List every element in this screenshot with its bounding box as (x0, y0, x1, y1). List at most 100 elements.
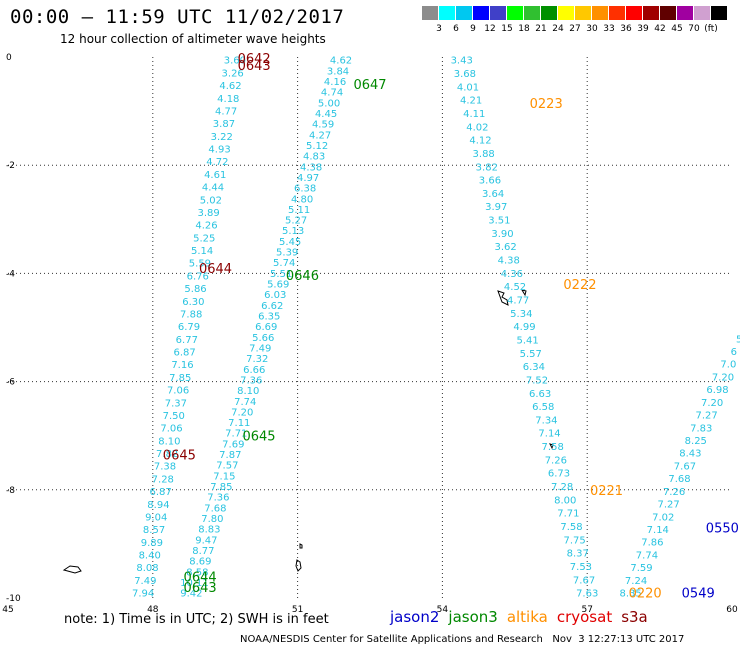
colorbar-label: 15 (501, 24, 513, 34)
colorbar-swatch (626, 6, 642, 20)
swh-value: 4.44 (202, 183, 224, 194)
y-tick-label: -8 (6, 486, 15, 496)
swh-value: 9.42 (180, 589, 202, 600)
swh-value: 8.25 (685, 436, 707, 447)
swh-value: 4.62 (219, 81, 241, 92)
swh-value: 6.87 (149, 487, 171, 498)
island-outline (62, 565, 82, 574)
map-subtitle: 12 hour collection of altimeter wave hei… (60, 32, 326, 46)
x-tick-label: 45 (2, 605, 13, 615)
pass-time-label: 0645 (242, 430, 275, 445)
axis-ticks: 45 48 51 54 57 60 0 -2 -4 -6 -8 -10 (2, 53, 738, 615)
swh-value: 7.75 (564, 535, 586, 546)
swh-value: 7.83 (690, 423, 712, 434)
swh-value: 7.49 (249, 343, 271, 354)
pass-time-label: 0643 (238, 59, 271, 74)
swh-value: 6.73 (548, 469, 570, 480)
pass-time-label: 0645 (163, 449, 196, 464)
swh-value: 5 (736, 334, 740, 345)
swh-value: 7.06 (167, 386, 189, 397)
swh-value: 6.69 (255, 322, 277, 333)
swh-value: 4.02 (466, 122, 488, 133)
island-outline (520, 289, 527, 297)
pass-time-label: 0222 (563, 278, 596, 293)
y-tick-label: -2 (6, 161, 15, 171)
swh-value: 7.86 (641, 538, 663, 549)
swh-value: 6.62 (261, 301, 283, 312)
swh-value: 4.74 (321, 88, 343, 99)
swh-value: 5.57 (520, 349, 542, 360)
swh-value: 3.64 (482, 189, 504, 200)
swh-value: 7.52 (526, 375, 548, 386)
swh-value: 3.22 (211, 132, 233, 143)
colorbar-swatch (558, 6, 574, 20)
swh-value: 4.12 (469, 136, 491, 147)
swh-value: 8.08 (136, 563, 158, 574)
swh-value: 9.47 (195, 535, 217, 546)
y-tick-label: -4 (6, 269, 15, 279)
lat-lon-grid (8, 57, 732, 598)
swh-value: 6.63 (529, 389, 551, 400)
colorbar-label: 3 (436, 24, 442, 34)
swh-value: 7.26 (545, 455, 567, 466)
colorbar-label: 39 (637, 24, 649, 34)
swh-value: 3.66 (479, 176, 501, 187)
swh-value: 9.04 (145, 512, 167, 523)
swh-value: 7.82 (156, 449, 178, 460)
swh-value: 5.69 (267, 280, 289, 291)
colorbar-swatch (609, 6, 625, 20)
colorbar-label: 24 (552, 24, 564, 34)
pass-time-label: 0647 (353, 78, 386, 93)
units-note: note: 1) Time is in UTC; 2) SWH is in fe… (64, 612, 329, 627)
swh-value: 8.94 (147, 500, 169, 511)
island-outline (497, 290, 509, 306)
colorbar-swatch (422, 6, 438, 20)
colorbar-swatch (490, 6, 506, 20)
swh-value: 4.16 (324, 77, 346, 88)
swh-value: 7.28 (551, 482, 573, 493)
swh-value: 6.79 (178, 322, 200, 333)
swh-value: 7.80 (201, 514, 223, 525)
colorbar-swatch (507, 6, 523, 20)
pass-time-label: 0646 (286, 269, 319, 284)
swh-value: 7.68 (668, 474, 690, 485)
swh-value: 6.87 (174, 348, 196, 359)
swh-value: 7.11 (228, 418, 250, 429)
x-tick-label: 54 (437, 605, 449, 615)
colorbar-swatch (473, 6, 489, 20)
swh-value: 7.02 (652, 512, 674, 523)
swh-value: 3.68 (454, 69, 476, 80)
colorbar-swatch (575, 6, 591, 20)
pass-time-label: 0549 (682, 587, 715, 602)
colorbar-label: 27 (569, 24, 581, 34)
y-tick-label: 0 (6, 53, 12, 63)
swh-value: 4.77 (215, 106, 237, 117)
swh-value: 3.60 (224, 56, 246, 67)
swh-value: 7.69 (222, 439, 244, 450)
pass-time-label: 0221 (590, 484, 623, 499)
pass-time-label: 0223 (530, 97, 563, 112)
legend-entry: jason2 (390, 608, 440, 626)
swh-value: 7.63 (576, 589, 598, 600)
swh-value: 7.34 (535, 415, 557, 426)
swh-value: 8.77 (192, 546, 214, 557)
swh-value: 7.58 (560, 522, 582, 533)
swh-value: 4.62 (330, 56, 352, 67)
swh-value: 4.80 (291, 194, 313, 205)
y-tick-label: -10 (6, 594, 21, 604)
swh-value: 7.20 (231, 407, 253, 418)
swh-value: 5.14 (191, 246, 213, 257)
swh-value: 6.35 (258, 311, 280, 322)
swh-value: 3.51 (488, 216, 510, 227)
pass-time-label: 0644 (199, 262, 232, 277)
swh-value: 5.00 (318, 98, 340, 109)
island-outline (295, 559, 302, 572)
swh-value: 7.50 (163, 411, 185, 422)
swh-value: 4.11 (463, 109, 485, 120)
swh-value: 5.25 (193, 233, 215, 244)
y-tick-label: -6 (6, 378, 15, 388)
swh-value: 6 (731, 347, 737, 358)
colorbar-label: 33 (603, 24, 615, 34)
pass-time-label: 0643 (184, 581, 217, 596)
